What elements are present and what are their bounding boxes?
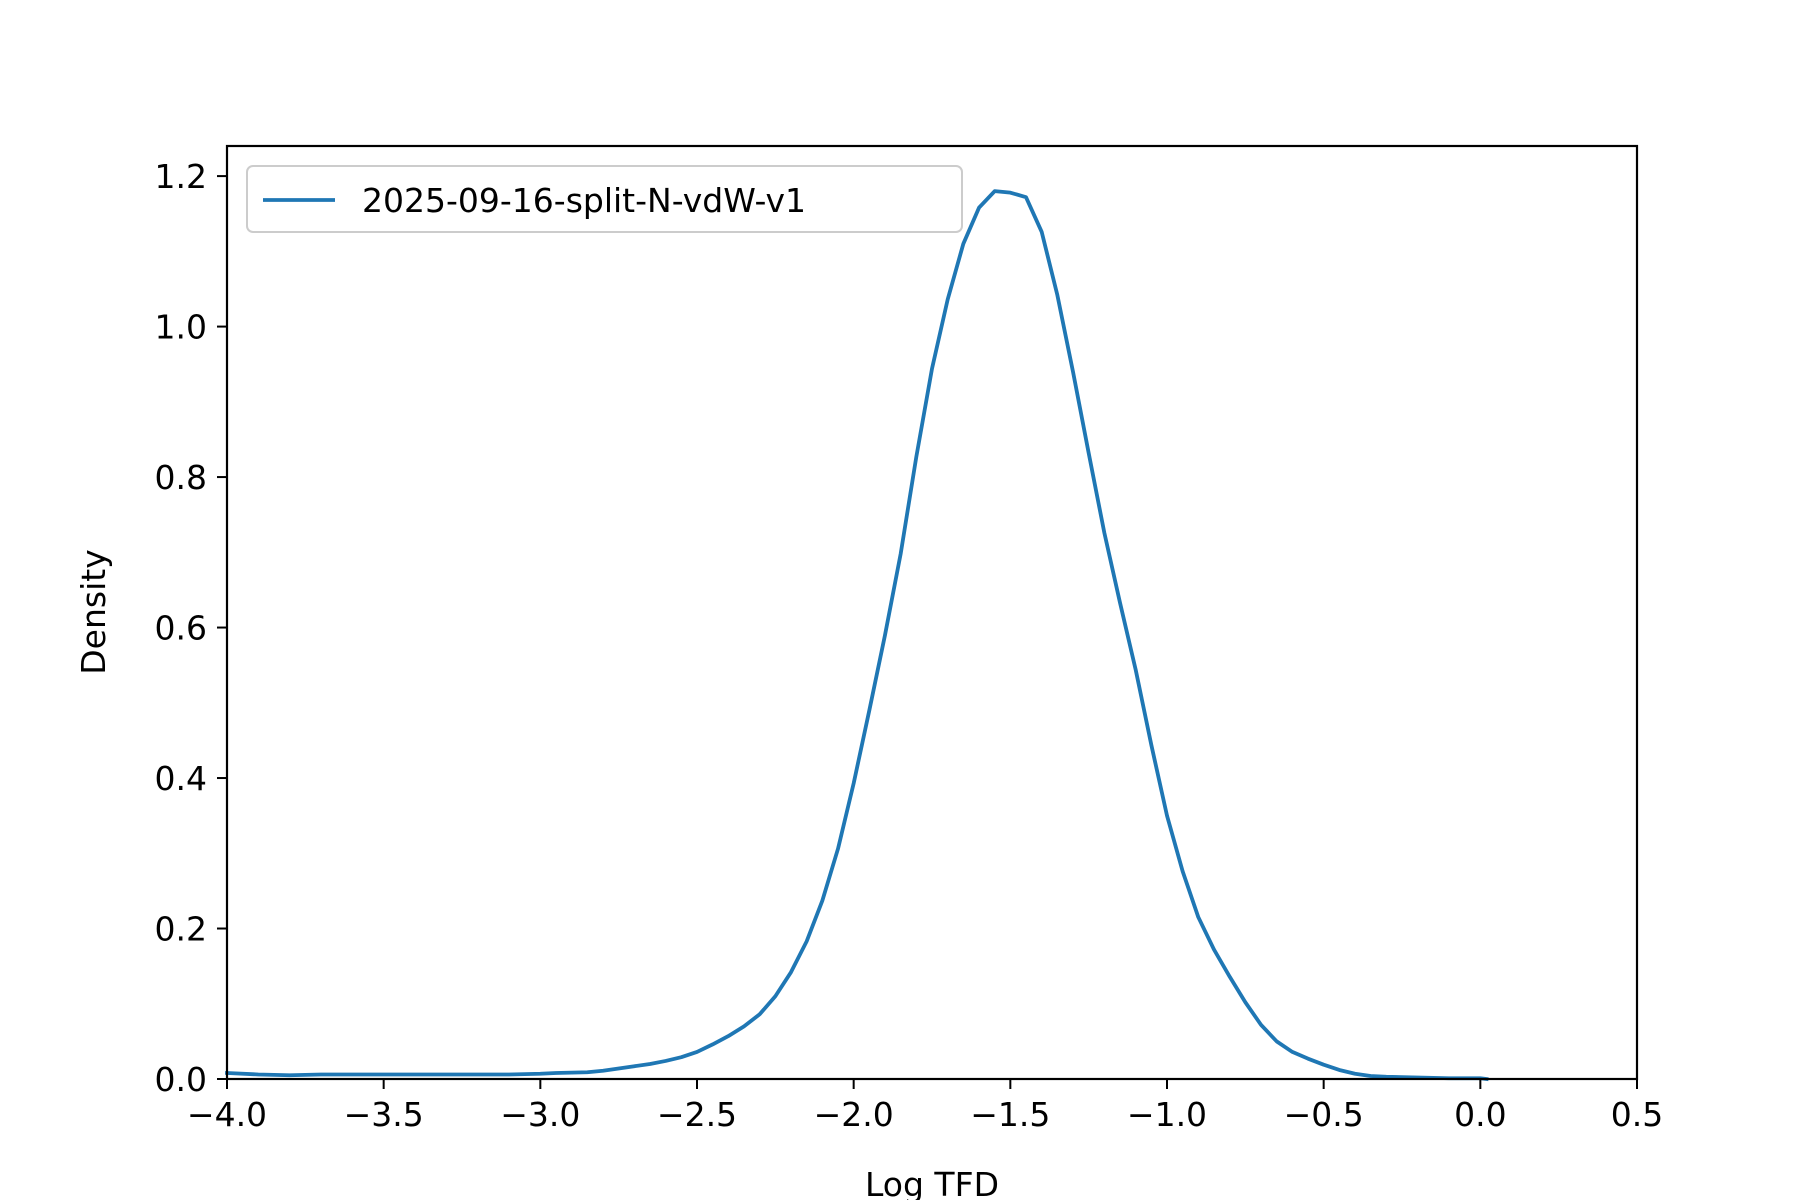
plot-frame xyxy=(225,144,1639,1081)
x-tick-label: −3.0 xyxy=(500,1095,580,1134)
x-tick-label: −4.0 xyxy=(187,1095,267,1134)
x-axis-label: Log TFD xyxy=(865,1165,999,1200)
x-tick-label: 0.0 xyxy=(1454,1095,1506,1134)
legend-label: 2025-09-16-split-N-vdW-v1 xyxy=(362,181,806,220)
y-axis: 0.0 0.2 0.4 0.6 0.8 1.0 1.2 xyxy=(155,157,227,1099)
legend: 2025-09-16-split-N-vdW-v1 xyxy=(246,165,963,233)
legend-box xyxy=(246,165,963,233)
y-tick-label: 0.2 xyxy=(155,910,207,949)
x-tick-label: −1.5 xyxy=(970,1095,1050,1134)
y-tick-label: 1.2 xyxy=(155,157,207,196)
x-tick-label: −0.5 xyxy=(1284,1095,1364,1134)
x-tick-label: −3.5 xyxy=(344,1095,424,1134)
y-tick-label: 0.8 xyxy=(155,458,207,497)
x-tick-label: −2.5 xyxy=(657,1095,737,1134)
y-tick-label: 0.0 xyxy=(155,1060,207,1099)
series-line-0 xyxy=(225,189,1489,1082)
y-axis-label: Density xyxy=(74,549,113,674)
x-axis: −4.0 −3.5 −3.0 −2.5 −2.0 −1.5 −1.0 −0.5 0.0 0.5 xyxy=(187,1079,1663,1134)
y-tick-label: 0.6 xyxy=(155,609,207,648)
x-tick-label: −1.0 xyxy=(1127,1095,1207,1134)
y-tick-label: 0.4 xyxy=(155,759,207,798)
x-tick-label: −2.0 xyxy=(814,1095,894,1134)
x-tick-label: 0.5 xyxy=(1611,1095,1663,1134)
y-tick-label: 1.0 xyxy=(155,308,207,347)
